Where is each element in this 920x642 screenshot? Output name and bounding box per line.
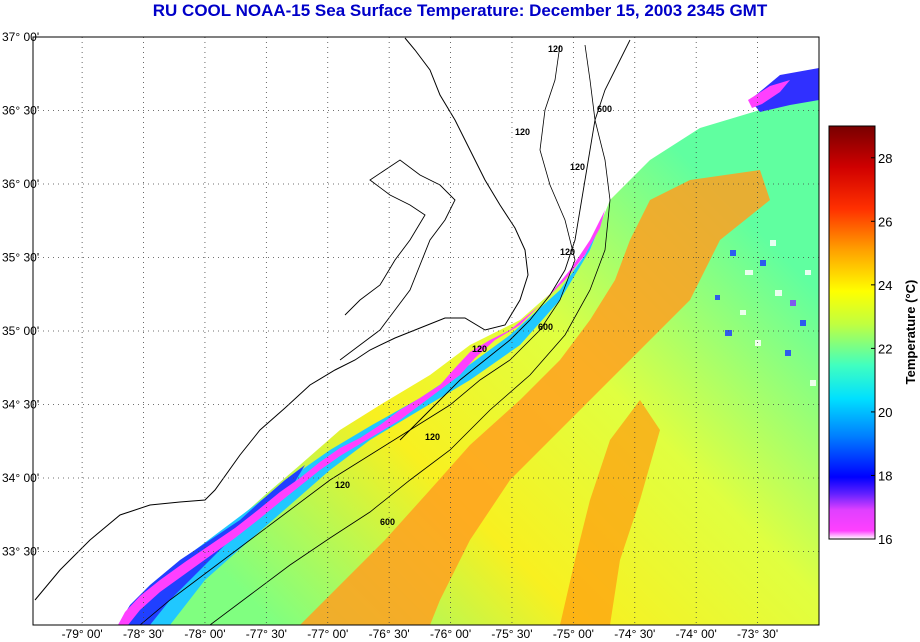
- longitude-tick-label: -79° 00': [62, 627, 103, 641]
- coastline: [34, 37, 529, 601]
- longitude-tick-label: -74° 00': [676, 627, 717, 641]
- sst-imagery: 120 120 120 120 120 120 120 600 600 600: [34, 37, 819, 625]
- northern-cold-patch: [750, 68, 819, 112]
- colorbar-tick-label: 28: [878, 151, 892, 166]
- latitude-tick-label: 34° 30': [2, 398, 39, 412]
- latitude-tick-label: 37° 00': [2, 30, 39, 44]
- latitude-tick-label: 33° 30': [2, 545, 39, 559]
- latitude-tick-label: 34° 00': [2, 471, 39, 485]
- longitude-tick-label: -76° 00': [430, 627, 471, 641]
- longitude-tick-label: -77° 30': [246, 627, 287, 641]
- map-border: [32, 36, 820, 626]
- colorbar-tick-label: 26: [878, 214, 892, 229]
- isobath-label: 120: [548, 44, 563, 54]
- isobath-label: 120: [472, 344, 487, 354]
- gulf-stream-warm-core: [300, 170, 770, 625]
- longitude-tick-label: -78° 00': [184, 627, 225, 641]
- longitude-tick-label: -77° 00': [307, 627, 348, 641]
- latitude-tick-label: 36° 00': [2, 177, 39, 191]
- longitude-tick-label: -73° 30': [737, 627, 778, 641]
- barrier-island: [399, 39, 631, 441]
- colorbar-tick-label: 24: [878, 278, 892, 293]
- isobath-600m: [209, 44, 611, 625]
- isobath-120m: [139, 44, 576, 625]
- isobath-label: 120: [335, 480, 350, 490]
- latitude-tick-label: 35° 30': [2, 251, 39, 265]
- isobath-label: 120: [570, 162, 585, 172]
- longitude-tick-label: -74° 30': [614, 627, 655, 641]
- colorbar-ticks: 28 26 24 22 20 18 16: [871, 151, 892, 547]
- isobath-label: 600: [380, 517, 395, 527]
- northern-magenta-edge: [748, 80, 790, 108]
- latitude-tick-label: 35° 00': [2, 324, 39, 338]
- colorbar-ramp: [828, 125, 876, 540]
- isobath-label: 600: [597, 104, 612, 114]
- colorbar-tick-label: 20: [878, 405, 892, 420]
- longitude-tick-label: -76° 30': [369, 627, 410, 641]
- warm-filament: [560, 400, 660, 625]
- colorbar-tick-label: 22: [878, 341, 892, 356]
- longitude-tick-label: -78° 30': [123, 627, 164, 641]
- longitude-tick-label: -75° 30': [491, 627, 532, 641]
- sound-shoreline: [339, 159, 456, 361]
- coastal-magenta-band: [118, 210, 605, 625]
- longitude-tick-labels: -79° 00' -78° 30' -78° 00' -77° 30' -77° 00'…: [62, 627, 779, 641]
- isobath-label: 120: [425, 432, 440, 442]
- colorbar: 28 26 24 22 20 18 16 Temperature (°C): [828, 125, 918, 547]
- latitude-tick-label: 36° 30': [2, 104, 39, 118]
- longitude-tick-label: -75° 00': [553, 627, 594, 641]
- colorbar-tick-label: 16: [878, 532, 892, 547]
- colorbar-title: Temperature (°C): [903, 280, 918, 385]
- latitude-tick-labels: 37° 00' 36° 30' 36° 00' 35° 30' 35° 00' 34° 3…: [2, 30, 39, 559]
- cloud-contamination: [715, 240, 816, 386]
- colorbar-tick-label: 18: [878, 468, 892, 483]
- isobath-label: 120: [560, 247, 575, 257]
- isobath-label: 600: [538, 322, 553, 332]
- map-title: RU COOL NOAA-15 Sea Surface Temperature:…: [152, 1, 768, 20]
- isobath-label: 120: [515, 127, 530, 137]
